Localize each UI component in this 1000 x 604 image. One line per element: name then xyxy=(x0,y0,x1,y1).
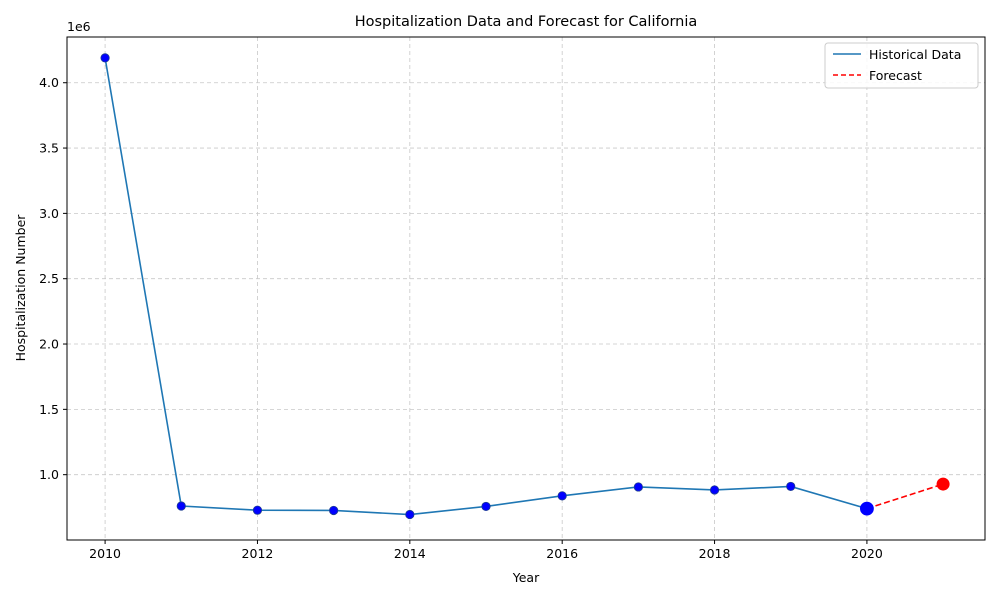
forecast-line xyxy=(866,483,944,510)
historical-point xyxy=(786,481,796,492)
x-tick-label: 2012 xyxy=(242,546,274,561)
y-tick-label: 2.0 xyxy=(39,337,59,352)
legend-forecast-label: Forecast xyxy=(869,68,922,83)
y-tick-label: 2.5 xyxy=(39,271,59,286)
historical-point xyxy=(860,501,874,516)
historical-point xyxy=(557,491,567,501)
legend: Historical Data Forecast xyxy=(824,42,979,89)
x-axis-label: Year xyxy=(512,570,540,585)
historical-point xyxy=(405,509,415,520)
x-axis-ticks: 2010 2012 2014 2016 2018 2020 xyxy=(89,540,883,561)
historical-point xyxy=(100,53,110,63)
legend-historical-label: Historical Data xyxy=(869,47,961,62)
historical-point xyxy=(481,501,491,512)
forecast-point xyxy=(936,477,950,491)
x-tick-label: 2018 xyxy=(699,546,731,561)
y-tick-label: 1.5 xyxy=(39,402,59,417)
x-tick-label: 2016 xyxy=(546,546,578,561)
y-tick-label: 1.0 xyxy=(39,467,59,482)
historical-point xyxy=(252,505,263,515)
y-tick-label: 3.0 xyxy=(39,206,59,221)
historical-point xyxy=(709,485,720,495)
historical-point xyxy=(329,505,339,516)
historical-point xyxy=(176,501,186,511)
grid-lines xyxy=(67,37,985,540)
historical-point xyxy=(633,482,643,492)
y-axis-ticks: 1.0 1.5 2.0 2.5 3.0 3.5 4.0 xyxy=(39,75,67,482)
x-tick-label: 2014 xyxy=(394,546,426,561)
series-layer xyxy=(100,53,950,520)
chart-title: Hospitalization Data and Forecast for Ca… xyxy=(355,14,698,30)
x-tick-label: 2010 xyxy=(89,546,121,561)
x-tick-label: 2020 xyxy=(851,546,883,561)
historical-line xyxy=(104,57,868,516)
y-axis-label: Hospitalization Number xyxy=(13,214,28,362)
y-scale-label: 1e6 xyxy=(67,19,91,34)
plot-frame xyxy=(66,36,986,541)
legend-box xyxy=(824,42,979,89)
y-tick-label: 4.0 xyxy=(39,75,59,90)
y-tick-label: 3.5 xyxy=(39,141,59,156)
